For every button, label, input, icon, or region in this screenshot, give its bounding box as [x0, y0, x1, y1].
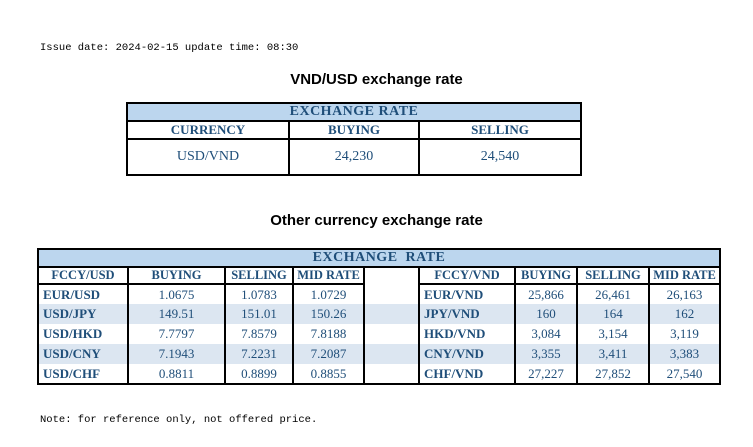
buying-rate-cell: 1.0675	[127, 284, 226, 304]
currency-pair-cell: HKD/VND	[418, 324, 516, 344]
mid-rate-cell: 26,163	[647, 284, 722, 304]
gap-spacer-cell	[363, 344, 420, 364]
buying-rate-cell: 160	[514, 304, 578, 324]
other-currency-table-title: Other currency exchange rate	[270, 212, 483, 229]
table-row: EUR/USD 1.0675 1.0783 1.0729 EUR/VND 25,…	[37, 284, 722, 304]
column-header-selling-right: SELLING	[576, 266, 650, 285]
table-row: USD/VND 24,230 24,540	[126, 138, 583, 176]
buying-rate-cell: 149.51	[127, 304, 226, 324]
buying-rate-cell: 3,084	[514, 324, 578, 344]
other-currency-exchange-table: EXCHANGE RATE FCCY/USD BUYING SELLING MI…	[36, 248, 722, 385]
selling-rate-cell: 7.2231	[224, 344, 294, 364]
currency-pair-cell: USD/JPY	[37, 304, 129, 324]
table-row: USD/CNY 7.1943 7.2231 7.2087 CNY/VND 3,3…	[37, 344, 722, 364]
selling-rate-cell: 151.01	[224, 304, 294, 324]
currency-pair-cell: JPY/VND	[418, 304, 516, 324]
column-header-midrate-right: MID RATE	[647, 266, 722, 285]
selling-rate-cell: 164	[576, 304, 650, 324]
currency-pair-cell: CHF/VND	[418, 364, 516, 384]
mid-rate-cell: 162	[647, 304, 722, 324]
column-header-fccy-usd: FCCY/USD	[37, 266, 129, 285]
mid-rate-cell: 27,540	[647, 364, 722, 384]
mid-rate-cell: 0.8855	[292, 364, 365, 384]
gap-spacer-cell	[363, 364, 420, 384]
gap-spacer-cell	[363, 266, 420, 284]
buying-rate-cell: 25,866	[514, 284, 578, 304]
column-header-buying: BUYING	[288, 120, 420, 140]
column-header-buying-left: BUYING	[127, 266, 226, 285]
column-header-currency: CURRENCY	[126, 120, 290, 140]
table-row: USD/HKD 7.7797 7.8579 7.8188 HKD/VND 3,0…	[37, 324, 722, 344]
selling-rate-cell: 3,154	[576, 324, 650, 344]
currency-pair-cell: CNY/VND	[418, 344, 516, 364]
column-header-selling-left: SELLING	[224, 266, 294, 285]
buying-rate-cell: 27,227	[514, 364, 578, 384]
selling-rate-cell: 1.0783	[224, 284, 294, 304]
table-row: USD/JPY 149.51 151.01 150.26 JPY/VND 160…	[37, 304, 722, 324]
gap-spacer-cell	[363, 284, 420, 304]
gap-spacer-cell	[363, 304, 420, 324]
buying-rate-cell: 0.8811	[127, 364, 226, 384]
selling-rate-cell: 0.8899	[224, 364, 294, 384]
mid-rate-cell: 7.8188	[292, 324, 365, 344]
mid-rate-cell: 3,383	[647, 344, 722, 364]
selling-rate-cell: 24,540	[417, 138, 583, 176]
buying-rate-cell: 3,355	[514, 344, 578, 364]
selling-rate-cell: 3,411	[576, 344, 650, 364]
column-header-midrate-left: MID RATE	[292, 266, 365, 285]
selling-rate-cell: 27,852	[576, 364, 650, 384]
currency-pair-cell: EUR/VND	[418, 284, 516, 304]
mid-rate-cell: 3,119	[647, 324, 722, 344]
mid-rate-cell: 7.2087	[292, 344, 365, 364]
exchange-rate-band: EXCHANGE RATE	[36, 248, 722, 268]
exchange-rate-band: EXCHANGE RATE	[125, 102, 583, 122]
column-header-selling: SELLING	[417, 120, 583, 140]
mid-rate-cell: 1.0729	[292, 284, 365, 304]
selling-rate-cell: 7.8579	[224, 324, 294, 344]
mid-rate-cell: 150.26	[292, 304, 365, 324]
buying-rate-cell: 7.7797	[127, 324, 226, 344]
gap-spacer-cell	[363, 324, 420, 344]
currency-pair-cell: USD/HKD	[37, 324, 129, 344]
currency-pair-cell: USD/CHF	[37, 364, 129, 384]
table-row: USD/CHF 0.8811 0.8899 0.8855 CHF/VND 27,…	[37, 364, 722, 384]
note-text: Note: for reference only, not offered pr…	[40, 414, 318, 426]
column-header-buying-right: BUYING	[514, 266, 578, 285]
currency-pair-cell: USD/CNY	[37, 344, 129, 364]
currency-pair-cell: USD/VND	[126, 138, 290, 176]
buying-rate-cell: 7.1943	[127, 344, 226, 364]
vnd-usd-exchange-table: EXCHANGE RATE CURRENCY BUYING SELLING US…	[125, 102, 583, 176]
column-header-fccy-vnd: FCCY/VND	[418, 266, 516, 285]
buying-rate-cell: 24,230	[288, 138, 420, 176]
issue-date-text: Issue date: 2024-02-15 update time: 08:3…	[40, 42, 299, 54]
vnd-usd-table-title: VND/USD exchange rate	[290, 71, 463, 88]
selling-rate-cell: 26,461	[576, 284, 650, 304]
currency-pair-cell: EUR/USD	[37, 284, 129, 304]
